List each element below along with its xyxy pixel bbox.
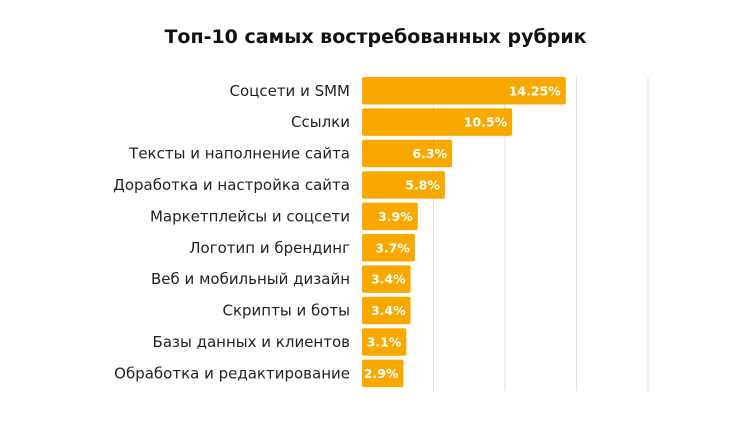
bar <box>362 328 407 356</box>
category-label: Базы данных и клиентов <box>153 333 350 351</box>
data-label: 6.3% <box>412 146 447 161</box>
data-label: 3.1% <box>367 334 402 349</box>
data-label: 3.7% <box>375 240 410 255</box>
data-label: 2.9% <box>364 366 399 381</box>
bar <box>362 202 418 231</box>
data-label: 14.25% <box>509 83 562 98</box>
category-label: Тексты и наполнение сайта <box>128 145 350 163</box>
data-label: 5.8% <box>405 177 440 192</box>
bar <box>362 265 411 293</box>
category-label: Доработка и настройка сайта <box>113 176 350 194</box>
bar <box>362 359 404 388</box>
data-label: 3.4% <box>371 272 406 287</box>
bar <box>362 139 453 168</box>
bar <box>362 296 411 325</box>
chart-title: Топ-10 самых востребованных рубрик <box>164 26 587 48</box>
category-label: Логотип и брендинг <box>189 239 350 257</box>
category-label: Обработка и редактирование <box>114 364 350 382</box>
data-label: 3.4% <box>371 303 406 318</box>
bar <box>362 77 566 105</box>
category-label: Ссылки <box>291 113 350 131</box>
bar <box>362 171 445 199</box>
bar <box>362 234 415 262</box>
bar <box>362 108 513 136</box>
data-label: 3.9% <box>378 209 413 224</box>
data-label: 10.5% <box>464 115 508 130</box>
category-label: Маркетплейсы и соцсети <box>150 207 350 225</box>
category-label: Скрипты и боты <box>223 302 351 320</box>
category-label: Соцсети и SMM <box>229 82 350 100</box>
category-label: Веб и мобильный дизайн <box>151 270 350 288</box>
